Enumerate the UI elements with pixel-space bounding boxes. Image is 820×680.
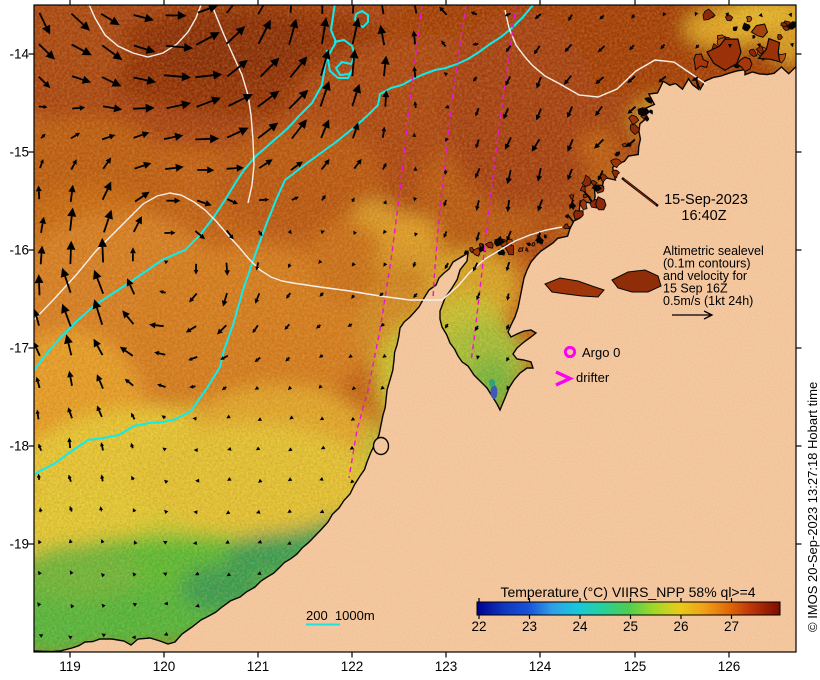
svg-text:Temperature (°C) VIIRS_NPP 58%: Temperature (°C) VIIRS_NPP 58% ql>=4	[500, 584, 755, 600]
svg-text:15-Sep-2023: 15-Sep-2023	[664, 192, 748, 208]
svg-text:-16: -16	[9, 243, 29, 258]
svg-text:Argo 0: Argo 0	[582, 345, 620, 360]
svg-text:-18: -18	[9, 439, 29, 454]
svg-text:Altimetric sealevel: Altimetric sealevel	[663, 244, 764, 258]
svg-text:120: 120	[153, 659, 176, 674]
svg-text:© IMOS 20-Sep-2023 13:27:18 Ho: © IMOS 20-Sep-2023 13:27:18 Hobart time	[805, 382, 820, 632]
svg-text:24: 24	[572, 619, 588, 634]
svg-text:121: 121	[247, 659, 270, 674]
svg-text:25: 25	[623, 619, 638, 634]
svg-text:drifter: drifter	[576, 370, 610, 385]
svg-text:and velocity for: and velocity for	[663, 269, 747, 283]
svg-text:123: 123	[435, 659, 458, 674]
svg-text:122: 122	[341, 659, 364, 674]
svg-text:200 1000m: 200 1000m	[306, 608, 375, 623]
svg-text:(0.1m contours): (0.1m contours)	[663, 257, 751, 271]
svg-text:0.5m/s (1kt 24h): 0.5m/s (1kt 24h)	[663, 294, 753, 308]
svg-text:-19: -19	[9, 537, 29, 552]
svg-text:-14: -14	[9, 47, 29, 62]
svg-text:-15: -15	[9, 145, 29, 160]
svg-text:22: 22	[471, 619, 486, 634]
svg-text:126: 126	[718, 659, 741, 674]
svg-text:15 Sep 16Z: 15 Sep 16Z	[663, 282, 728, 296]
svg-text:-17: -17	[9, 341, 29, 356]
svg-text:124: 124	[529, 659, 552, 674]
svg-text:125: 125	[624, 659, 647, 674]
svg-text:119: 119	[59, 659, 81, 674]
svg-text:27: 27	[724, 619, 739, 634]
svg-text:23: 23	[522, 619, 537, 634]
svg-text:26: 26	[673, 619, 688, 634]
svg-text:16:40Z: 16:40Z	[681, 208, 726, 224]
